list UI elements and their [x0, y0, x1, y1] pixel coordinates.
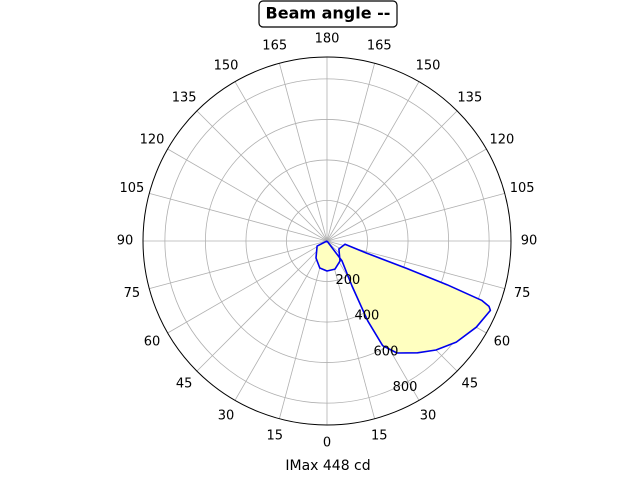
theta-tick-label: 45 [176, 376, 193, 391]
grid-line [167, 148, 328, 242]
beam-line [315, 240, 492, 354]
grid-line [196, 110, 328, 242]
theta-tick-label: 165 [262, 38, 287, 53]
theta-tick-label: 180 [315, 32, 340, 47]
theta-tick-label: 60 [494, 335, 511, 350]
theta-tick-label: 30 [218, 408, 235, 423]
theta-tick-label: 15 [266, 429, 283, 444]
theta-tick-label: 105 [510, 181, 535, 196]
grid-line [234, 240, 328, 401]
r-tick-label: 400 [355, 309, 380, 324]
theta-tick-label: 120 [490, 133, 515, 148]
r-tick-label: 800 [393, 380, 418, 395]
grid-line [196, 240, 328, 372]
grid-line [326, 81, 420, 242]
grid-line [326, 63, 376, 242]
theta-tick-label: 165 [367, 38, 392, 53]
theta-tick-label: 15 [371, 429, 388, 444]
grid-line [326, 192, 505, 242]
title-box [258, 0, 398, 28]
grid-line [278, 240, 328, 419]
theta-tick-label: 60 [144, 335, 161, 350]
grid-line [326, 110, 458, 242]
grid-line [326, 148, 487, 242]
theta-tick-label: 150 [416, 59, 441, 74]
theta-tick-label: 150 [214, 59, 239, 74]
grid-line [167, 240, 328, 334]
grid-line [149, 192, 328, 242]
theta-tick-label: 75 [514, 286, 531, 301]
r-tick-label: 200 [335, 273, 360, 288]
x-axis-label: IMax 448 cd [285, 458, 370, 474]
theta-tick-label: 30 [420, 408, 437, 423]
theta-tick-label: 135 [457, 91, 482, 106]
grid-line [234, 81, 328, 242]
grid-line [326, 240, 376, 419]
theta-tick-label: 135 [172, 91, 197, 106]
theta-tick-label: 90 [521, 234, 538, 249]
theta-tick-label: 90 [117, 234, 134, 249]
theta-tick-label: 0 [323, 436, 331, 451]
r-tick-label: 600 [374, 344, 399, 359]
beam-fill [316, 241, 491, 353]
grid-line [149, 240, 328, 290]
theta-tick-label: 45 [462, 376, 479, 391]
outer-circle [142, 56, 512, 426]
chart-title: Beam angle -- [266, 4, 391, 23]
grid-line [278, 63, 328, 242]
theta-tick-label: 120 [140, 133, 165, 148]
theta-tick-label: 75 [124, 286, 141, 301]
theta-tick-label: 105 [119, 181, 144, 196]
